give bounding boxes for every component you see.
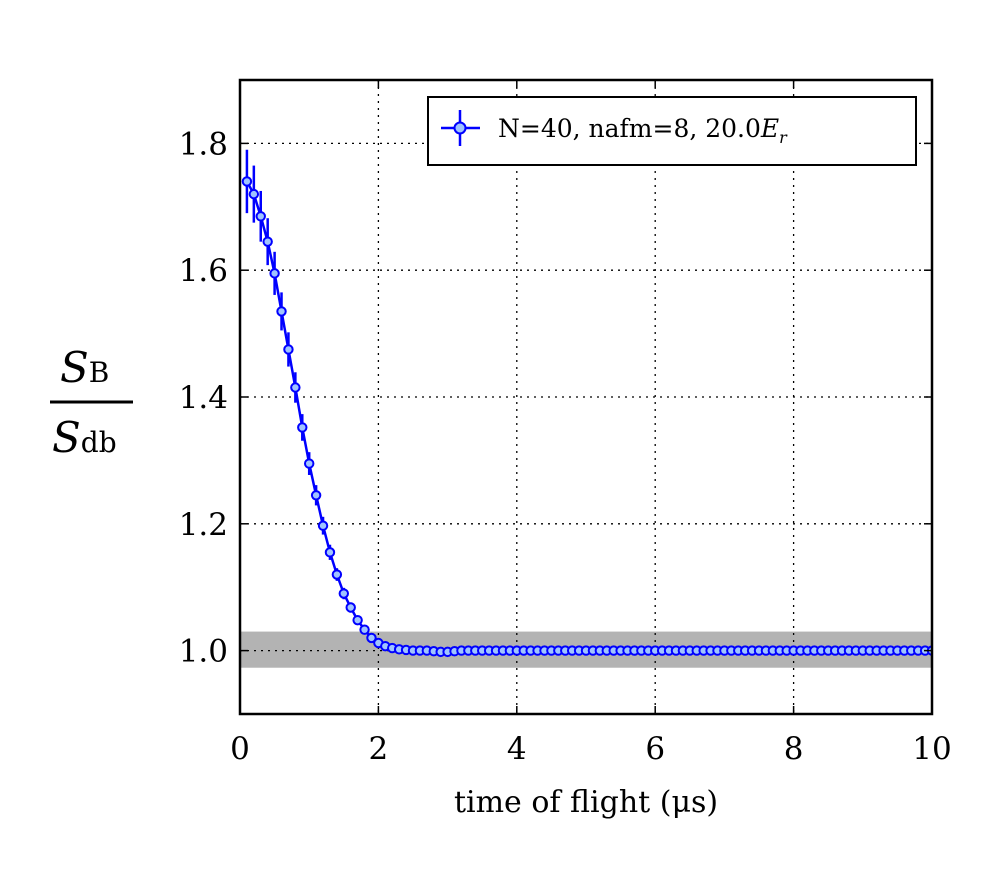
- x-tick-label: 10: [912, 731, 951, 767]
- x-tick-label: 2: [369, 731, 389, 767]
- data-point: [255, 211, 266, 222]
- data-point: [290, 382, 301, 393]
- data-point: [324, 547, 336, 558]
- y-axis-ticks: 1.0 1.2 1.4 1.6 1.8: [179, 126, 932, 670]
- legend-marker-sample: [453, 121, 467, 135]
- data-point: [352, 614, 363, 626]
- data-point: [331, 569, 343, 580]
- data-point: [304, 458, 315, 469]
- data-point: [338, 588, 349, 599]
- x-axis-ticks: 0 2 4 6 8 10: [230, 80, 952, 767]
- data-point: [262, 236, 273, 247]
- legend: N=40, nafm=8, 20.0Er: [427, 96, 917, 166]
- x-tick-label: 4: [507, 731, 527, 767]
- data-point: [297, 422, 308, 433]
- legend-box: [427, 96, 917, 166]
- data-point: [283, 344, 294, 355]
- data-point: [269, 268, 280, 279]
- data-point: [310, 490, 322, 501]
- data-point: [276, 306, 287, 317]
- data-point: [248, 188, 260, 200]
- series-line: [245, 180, 932, 654]
- grid: [240, 80, 932, 714]
- data-point: [366, 632, 377, 644]
- y-tick-label: 1.2: [179, 507, 228, 543]
- series-markers: [241, 176, 932, 658]
- series-errorbars: [245, 149, 932, 653]
- y-tick-label: 1.4: [179, 380, 228, 416]
- y-label-numerator: SB: [60, 343, 109, 392]
- y-tick-label: 1.8: [179, 126, 228, 162]
- x-tick-label: 8: [784, 731, 804, 767]
- data-point: [317, 520, 329, 531]
- x-tick-label: 0: [230, 731, 250, 767]
- x-tick-label: 6: [645, 731, 665, 767]
- y-tick-label: 1.0: [179, 634, 228, 670]
- legend-entry: N=40, nafm=8, 20.0Er: [498, 114, 788, 147]
- data-point: [241, 176, 253, 187]
- x-axis-label: time of flight (μs): [454, 785, 718, 820]
- y-axis-label: SB Sdb: [50, 343, 133, 462]
- data-point: [345, 602, 356, 613]
- y-tick-label: 1.6: [179, 253, 228, 289]
- data-point: [359, 624, 370, 635]
- y-label-denominator: Sdb: [52, 413, 117, 462]
